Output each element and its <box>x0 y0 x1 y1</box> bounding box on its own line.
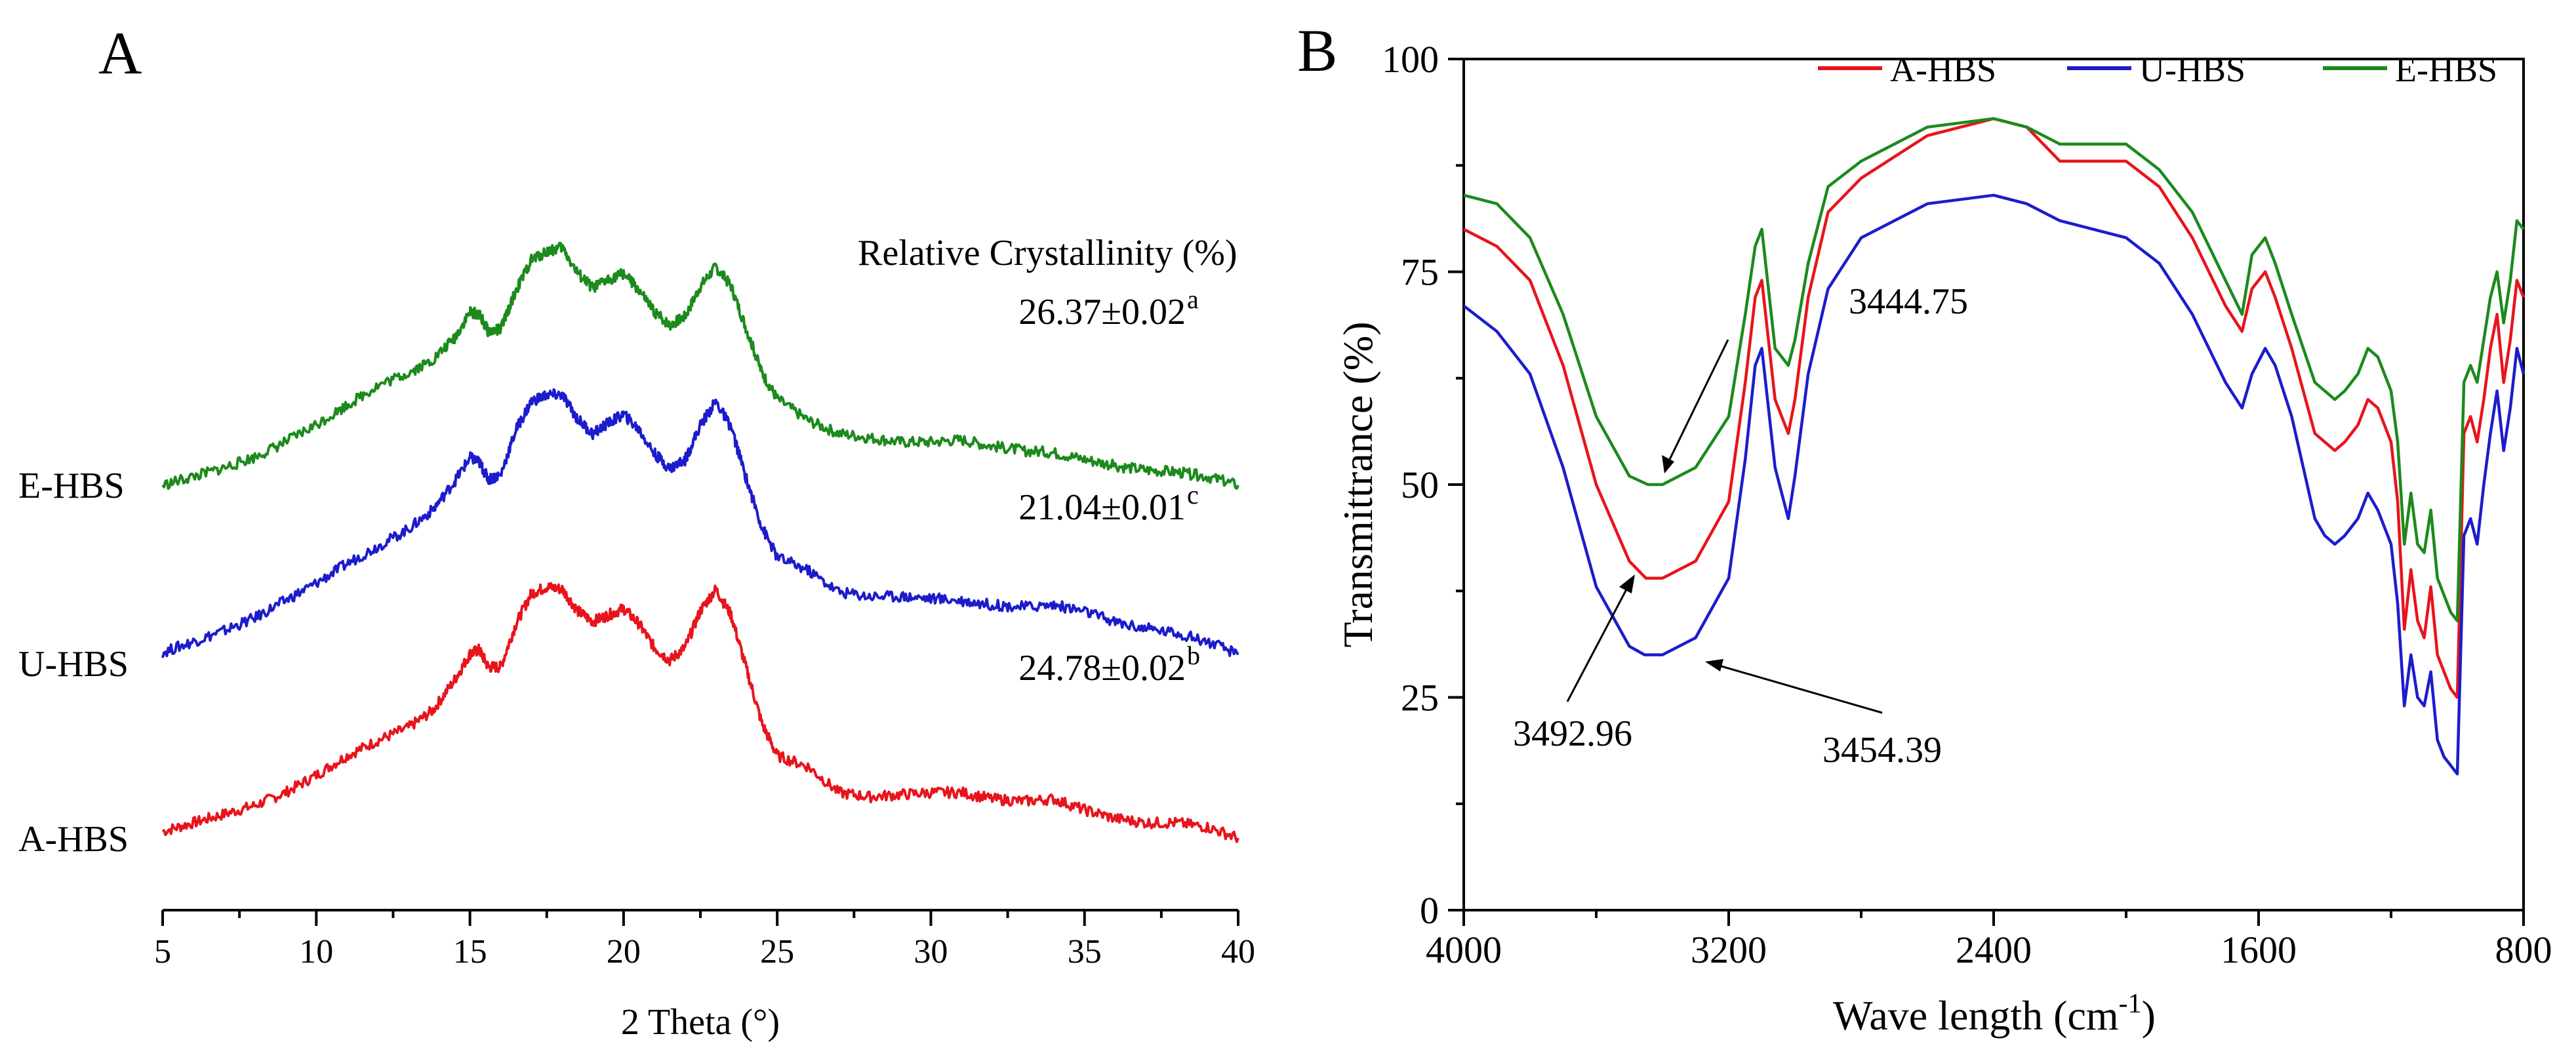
peak-arrow-a-hbs <box>1566 576 1634 702</box>
x-ticks-a: 5 10 15 20 25 30 35 40 <box>154 910 1255 970</box>
x-tick-label-a: 40 <box>1221 933 1255 970</box>
peak-annotation-e-hbs: 3444.75 <box>1849 281 1968 322</box>
crystallinity-u-hbs-sup: c <box>1187 480 1199 510</box>
y-tick-label-b: 75 <box>1401 251 1439 294</box>
x-tick-label-b: 3200 <box>1691 929 1767 971</box>
series-label-u-hbs: U-HBS <box>18 644 129 685</box>
ftir-line-u-hbs <box>1462 193 2526 776</box>
ticks-b: 4000 3200 2400 1600 800 0 25 50 75 100 <box>1382 38 2552 971</box>
y-tick-label-b: 100 <box>1382 38 1439 81</box>
panel-label-b: B <box>1297 17 1337 84</box>
y-tick-label-b: 0 <box>1420 889 1439 932</box>
panel-a: A 5 10 15 20 25 30 35 40 2 Theta (°) Relative C… <box>18 20 1255 1043</box>
x-tick-label-a: 10 <box>299 933 333 970</box>
panel-label-a: A <box>98 20 142 87</box>
crystallinity-header: Relative Crystallinity (%) <box>858 233 1238 273</box>
xrd-line-u-hbs <box>161 388 1239 658</box>
crystallinity-e-hbs: 26.37±0.02 <box>1018 292 1186 332</box>
x-tick-label-b: 1600 <box>2221 929 2297 971</box>
ftir-line-a-hbs <box>1462 117 2526 699</box>
x-tick-label-a: 30 <box>914 933 948 970</box>
peak-arrowhead-u-hbs <box>1705 659 1723 671</box>
peak-arrow-e-hbs <box>1663 339 1729 471</box>
x-tick-label-a: 35 <box>1068 933 1102 970</box>
plot-frame-b <box>1462 58 2525 911</box>
x-tick-label-b: 2400 <box>1956 929 2032 971</box>
series-a <box>161 241 1239 843</box>
crystallinity-a-hbs-sup: b <box>1187 641 1200 670</box>
peak-arrowhead-a-hbs <box>1619 574 1635 593</box>
panel-b: B 4000 3200 2400 1600 800 0 25 50 75 100 Wave len… <box>1297 17 2552 1039</box>
y-tick-label-b: 50 <box>1401 464 1439 506</box>
x-axis-label-a: 2 Theta (°) <box>621 1002 780 1043</box>
peak-annotation-u-hbs: 3454.39 <box>1822 730 1942 770</box>
ftir-line-e-hbs <box>1463 117 2525 622</box>
x-tick-label-a: 5 <box>154 933 171 970</box>
peak-arrow-u-hbs <box>1707 661 1883 714</box>
x-tick-label-a: 20 <box>607 933 641 970</box>
legend-label-u-hbs: U-HBS <box>2139 50 2245 89</box>
legend-label-a-hbs: A-HBS <box>1890 50 1996 89</box>
legend-b: A-HBS U-HBS E-HBS <box>1818 50 2497 89</box>
x-axis-label-b: Wave length (cm-1) <box>1833 989 2156 1039</box>
x-tick-label-a: 25 <box>760 933 794 970</box>
series-label-a-hbs: A-HBS <box>18 819 129 860</box>
crystallinity-u-hbs: 21.04±0.01 <box>1018 487 1186 528</box>
crystallinity-e-hbs-sup: a <box>1187 285 1199 314</box>
x-tick-label-a: 15 <box>453 933 487 970</box>
legend-label-e-hbs: E-HBS <box>2395 50 2497 89</box>
xrd-line-e-hbs <box>161 241 1239 490</box>
y-axis-label-b: Transmittrance (%) <box>1335 321 1381 647</box>
x-tick-label-b: 800 <box>2495 929 2552 971</box>
series-label-e-hbs: E-HBS <box>18 466 125 506</box>
peak-annotation-a-hbs: 3492.96 <box>1513 713 1632 754</box>
series-b <box>1462 117 2526 776</box>
peak-arrowhead-e-hbs <box>1662 455 1674 473</box>
x-tick-label-b: 4000 <box>1426 929 1502 971</box>
crystallinity-a-hbs: 24.78±0.02 <box>1018 648 1186 689</box>
y-tick-label-b: 25 <box>1401 677 1439 719</box>
xrd-line-a-hbs <box>161 582 1239 843</box>
